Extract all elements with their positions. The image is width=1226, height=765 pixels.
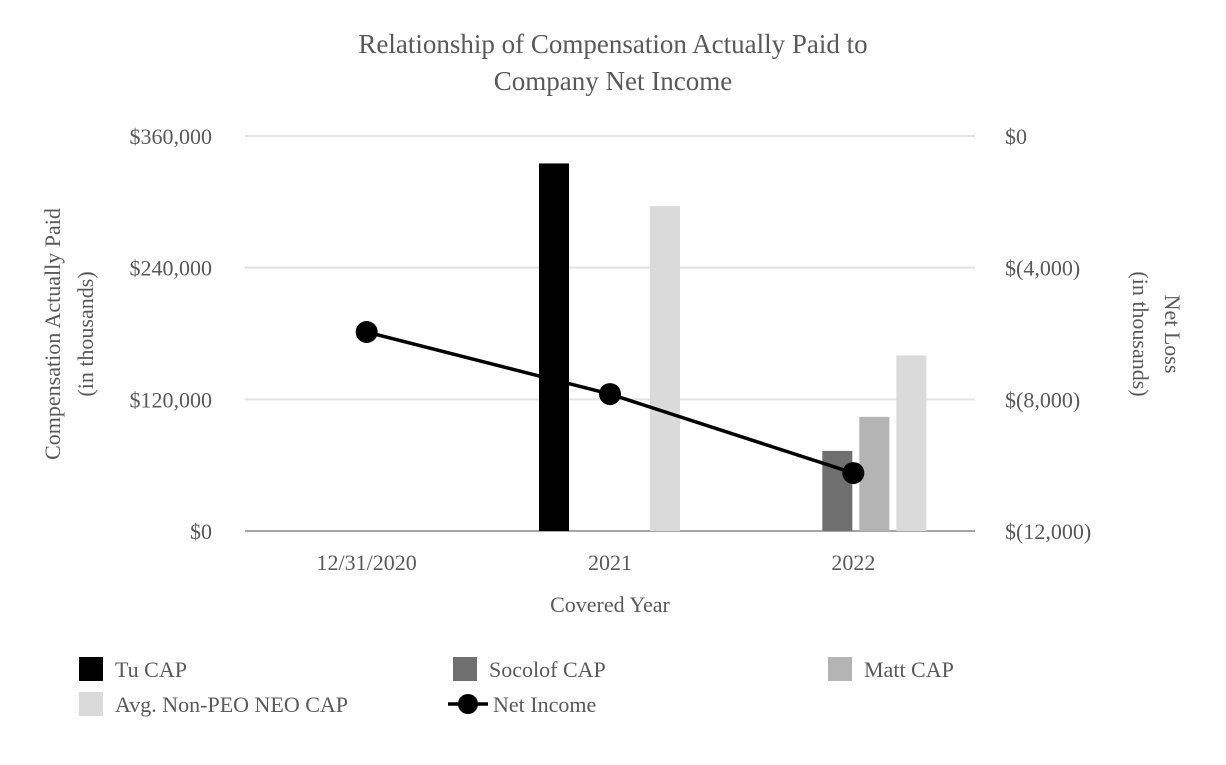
legend-swatch (79, 657, 103, 681)
legend-item: Net Income (448, 692, 596, 717)
legend-swatch (828, 657, 852, 681)
legend-label: Tu CAP (115, 657, 187, 682)
legend-label: Net Income (493, 692, 596, 717)
net-income-point (599, 383, 621, 406)
y2-tick-label: $(8,000) (1005, 387, 1080, 412)
x-tick-label: 2021 (588, 550, 632, 575)
legend-label: Avg. Non-PEO NEO CAP (115, 692, 348, 717)
legend-item: Socolof CAP (453, 657, 606, 682)
y-tick-label: $360,000 (130, 124, 213, 149)
legend-label: Matt CAP (864, 657, 954, 682)
x-tick-label: 2022 (831, 550, 875, 575)
y2-axis-label-line-1: Net Loss (1160, 295, 1185, 374)
legend-item: Tu CAP (79, 657, 187, 682)
legend-swatch-marker (458, 694, 478, 714)
legend-swatch (79, 692, 103, 716)
x-tick-label: 12/31/2020 (317, 550, 417, 575)
legend-item: Avg. Non-PEO NEO CAP (79, 692, 348, 717)
bar-tu-cap (539, 163, 569, 532)
y-tick-label: $120,000 (130, 387, 213, 412)
bar-avg-non-peo-neo-cap (650, 206, 680, 531)
net-income-point (842, 462, 865, 485)
chart-title-line-1: Relationship of Compensation Actually Pa… (358, 29, 867, 59)
net-income-point (355, 321, 378, 344)
legend-item: Matt CAP (828, 657, 954, 682)
y2-tick-label: $0 (1005, 124, 1027, 149)
y-axis-label-line-1: Compensation Actually Paid (40, 208, 65, 460)
y2-axis-label-line-2: (in thousands) (1128, 271, 1153, 396)
y-axis-label-line-2: (in thousands) (73, 271, 98, 396)
chart-title-line-2: Company Net Income (494, 66, 732, 96)
x-axis-label: Covered Year (550, 592, 670, 617)
y-tick-label: $0 (190, 519, 212, 544)
y2-tick-label: $(12,000) (1005, 519, 1091, 544)
bar-matt-cap (859, 416, 890, 531)
y2-tick-label: $(4,000) (1005, 256, 1080, 281)
bar-avg-non-peo-neo-cap (896, 355, 927, 531)
legend-swatch (453, 657, 477, 681)
y-tick-label: $240,000 (130, 256, 213, 281)
legend-label: Socolof CAP (489, 657, 606, 682)
